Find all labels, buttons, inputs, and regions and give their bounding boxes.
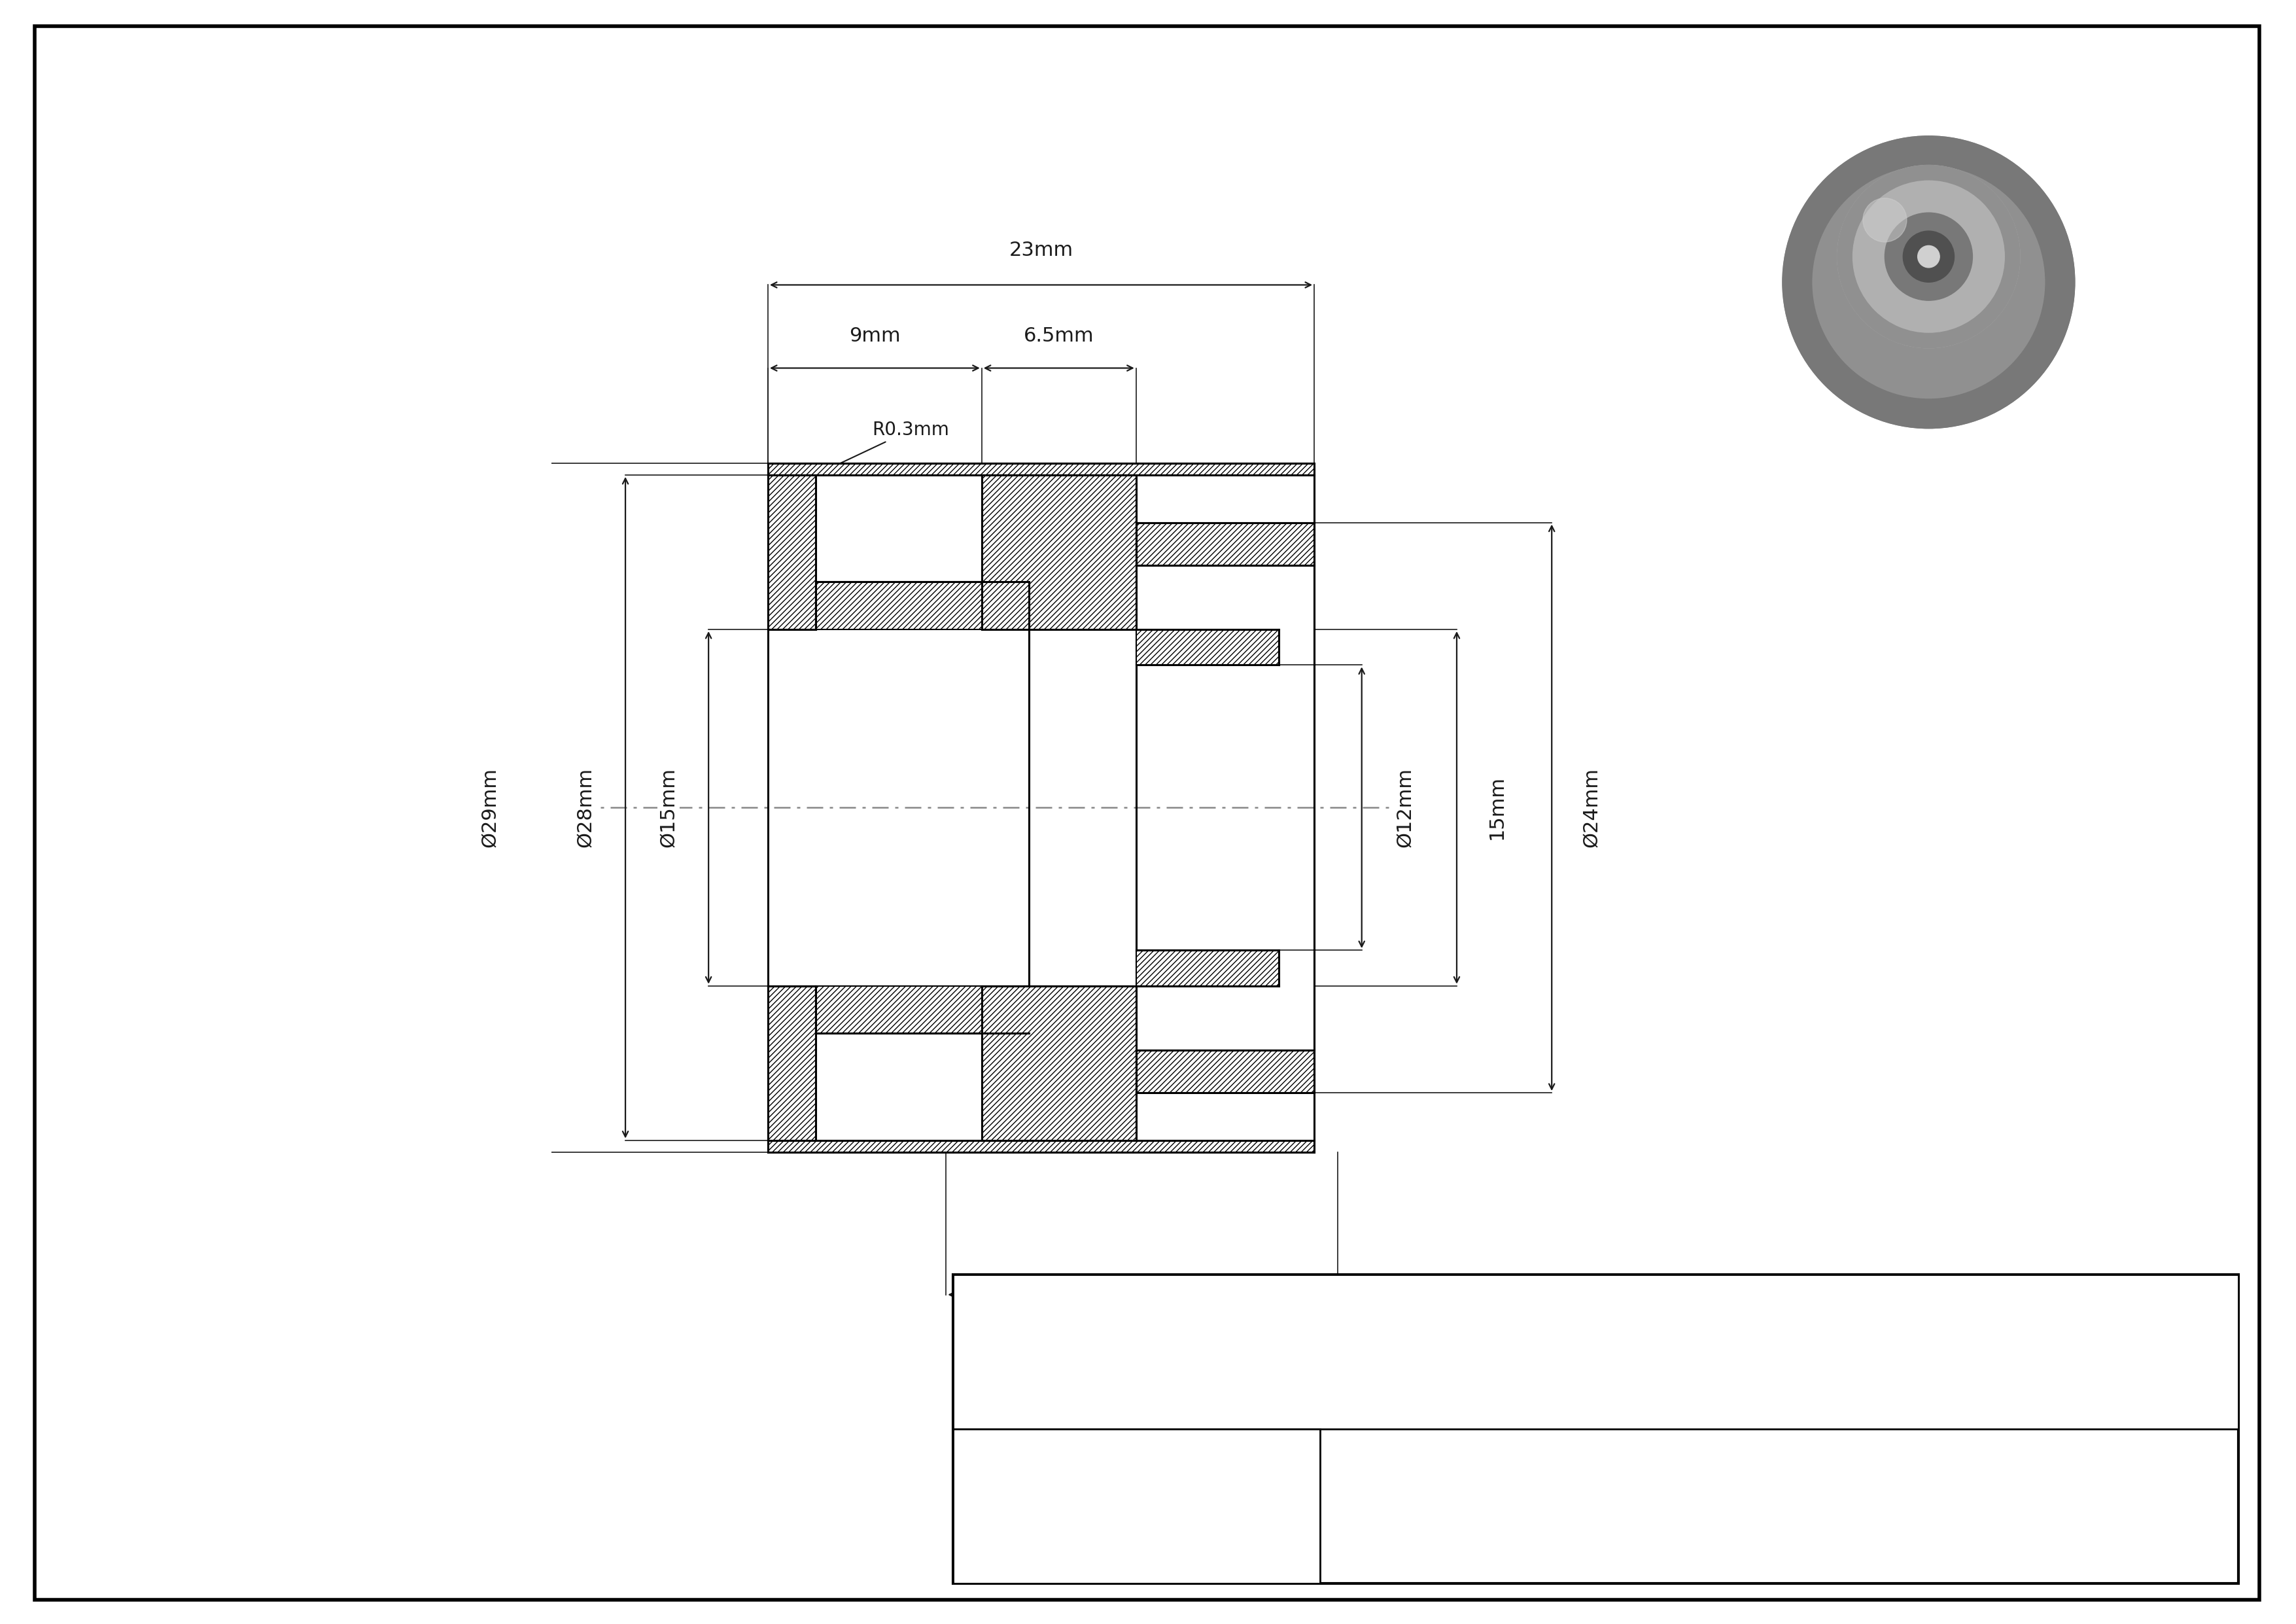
- Text: Ø15mm: Ø15mm: [659, 768, 677, 848]
- Text: LILY: LILY: [1058, 1325, 1178, 1379]
- Polygon shape: [983, 474, 1137, 630]
- Text: Ø24mm: Ø24mm: [1582, 768, 1600, 848]
- Text: Ø28mm: Ø28mm: [576, 768, 595, 848]
- Text: Part
Number: Part Number: [1097, 1483, 1176, 1530]
- Text: IKO Needle Roller Bearings: IKO Needle Roller Bearings: [1658, 1533, 1901, 1551]
- Polygon shape: [815, 986, 1029, 1033]
- Text: 23mm: 23mm: [1008, 240, 1072, 260]
- Circle shape: [1862, 198, 1906, 242]
- Polygon shape: [767, 463, 1313, 474]
- Polygon shape: [767, 474, 815, 630]
- Polygon shape: [767, 1140, 1313, 1151]
- Text: 6.5mm: 6.5mm: [1024, 326, 1095, 346]
- Text: Ø12mm: Ø12mm: [1396, 768, 1414, 848]
- Circle shape: [1917, 245, 1940, 268]
- Polygon shape: [1137, 523, 1313, 565]
- Wedge shape: [1782, 136, 2076, 429]
- Polygon shape: [815, 581, 1029, 630]
- Text: 16.5mm: 16.5mm: [1100, 1320, 1182, 1338]
- Circle shape: [1885, 213, 1972, 300]
- Wedge shape: [1837, 166, 2020, 348]
- Circle shape: [1837, 166, 2020, 348]
- Text: Email: lilybearing@lily-bearing.com: Email: lilybearing@lily-bearing.com: [1626, 1379, 1933, 1397]
- Polygon shape: [1137, 1051, 1313, 1093]
- Polygon shape: [1137, 630, 1279, 666]
- Circle shape: [1903, 231, 1954, 283]
- Polygon shape: [1137, 950, 1279, 986]
- Text: SHANGHAI LILY BEARING LIMITED: SHANGHAI LILY BEARING LIMITED: [1591, 1302, 1968, 1320]
- Text: 9mm: 9mm: [850, 326, 900, 346]
- Text: 15mm: 15mm: [1488, 776, 1506, 840]
- Text: R0.3mm: R0.3mm: [817, 421, 948, 474]
- Polygon shape: [983, 986, 1137, 1140]
- Text: Ø29mm: Ø29mm: [480, 768, 501, 848]
- Text: ®: ®: [1249, 1283, 1267, 1298]
- Text: NBXI1223Z: NBXI1223Z: [1715, 1455, 1844, 1476]
- Circle shape: [1782, 136, 2076, 429]
- Polygon shape: [767, 986, 815, 1140]
